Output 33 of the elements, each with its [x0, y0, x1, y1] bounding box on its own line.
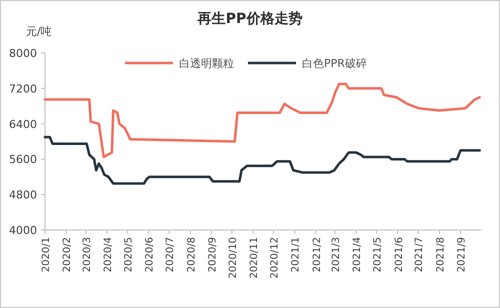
line-series [44, 136, 481, 185]
x-tick-label: 2021/3 [330, 237, 342, 272]
x-tick-label: 2021/6 [394, 237, 405, 272]
y-tick-label: 7200 [9, 82, 37, 96]
x-tick-label: 2021/5 [372, 237, 384, 272]
line-series [44, 82, 481, 158]
chart-title: 再生PP价格走势 [196, 11, 302, 27]
x-tick-label: 2021/4 [352, 237, 364, 272]
legend-label: 白色PPR破碎 [302, 57, 367, 70]
x-tick-label: 2020/3 [82, 237, 93, 272]
legend-label: 白透明颗粒 [179, 57, 234, 70]
x-tick-label: 2020/1 [41, 237, 52, 272]
y-tick-label: 4000 [9, 224, 37, 237]
y-tick-label: 5600 [9, 153, 37, 166]
x-tick-label: 2020/12 [270, 237, 281, 279]
x-tick-label: 2020/9 [207, 237, 218, 272]
x-tick-label: 2020/10 [228, 237, 239, 279]
x-tick-label: 2020/5 [124, 237, 135, 272]
x-tick-label: 2021/8 [435, 237, 446, 272]
y-tick-label: 6400 [9, 118, 37, 131]
x-tick-label: 2020/4 [103, 237, 114, 272]
y-tick-label: 4800 [9, 188, 37, 202]
y-tick-label: 8000 [9, 47, 37, 60]
x-tick-label: 2020/6 [144, 237, 156, 272]
x-tick-label: 2021/9 [456, 237, 468, 272]
x-tick-label: 2020/2 [62, 237, 74, 272]
y-axis-title: 元/吨 [26, 25, 52, 38]
x-tick-label: 2021/1 [290, 237, 302, 272]
x-tick-label: 2020/11 [249, 237, 260, 279]
x-tick-label: 2020/7 [165, 237, 176, 272]
x-tick-label: 2021/7 [414, 237, 426, 272]
x-tick-label: 2021/2 [312, 237, 323, 272]
x-tick-label: 2020/8 [186, 237, 198, 272]
